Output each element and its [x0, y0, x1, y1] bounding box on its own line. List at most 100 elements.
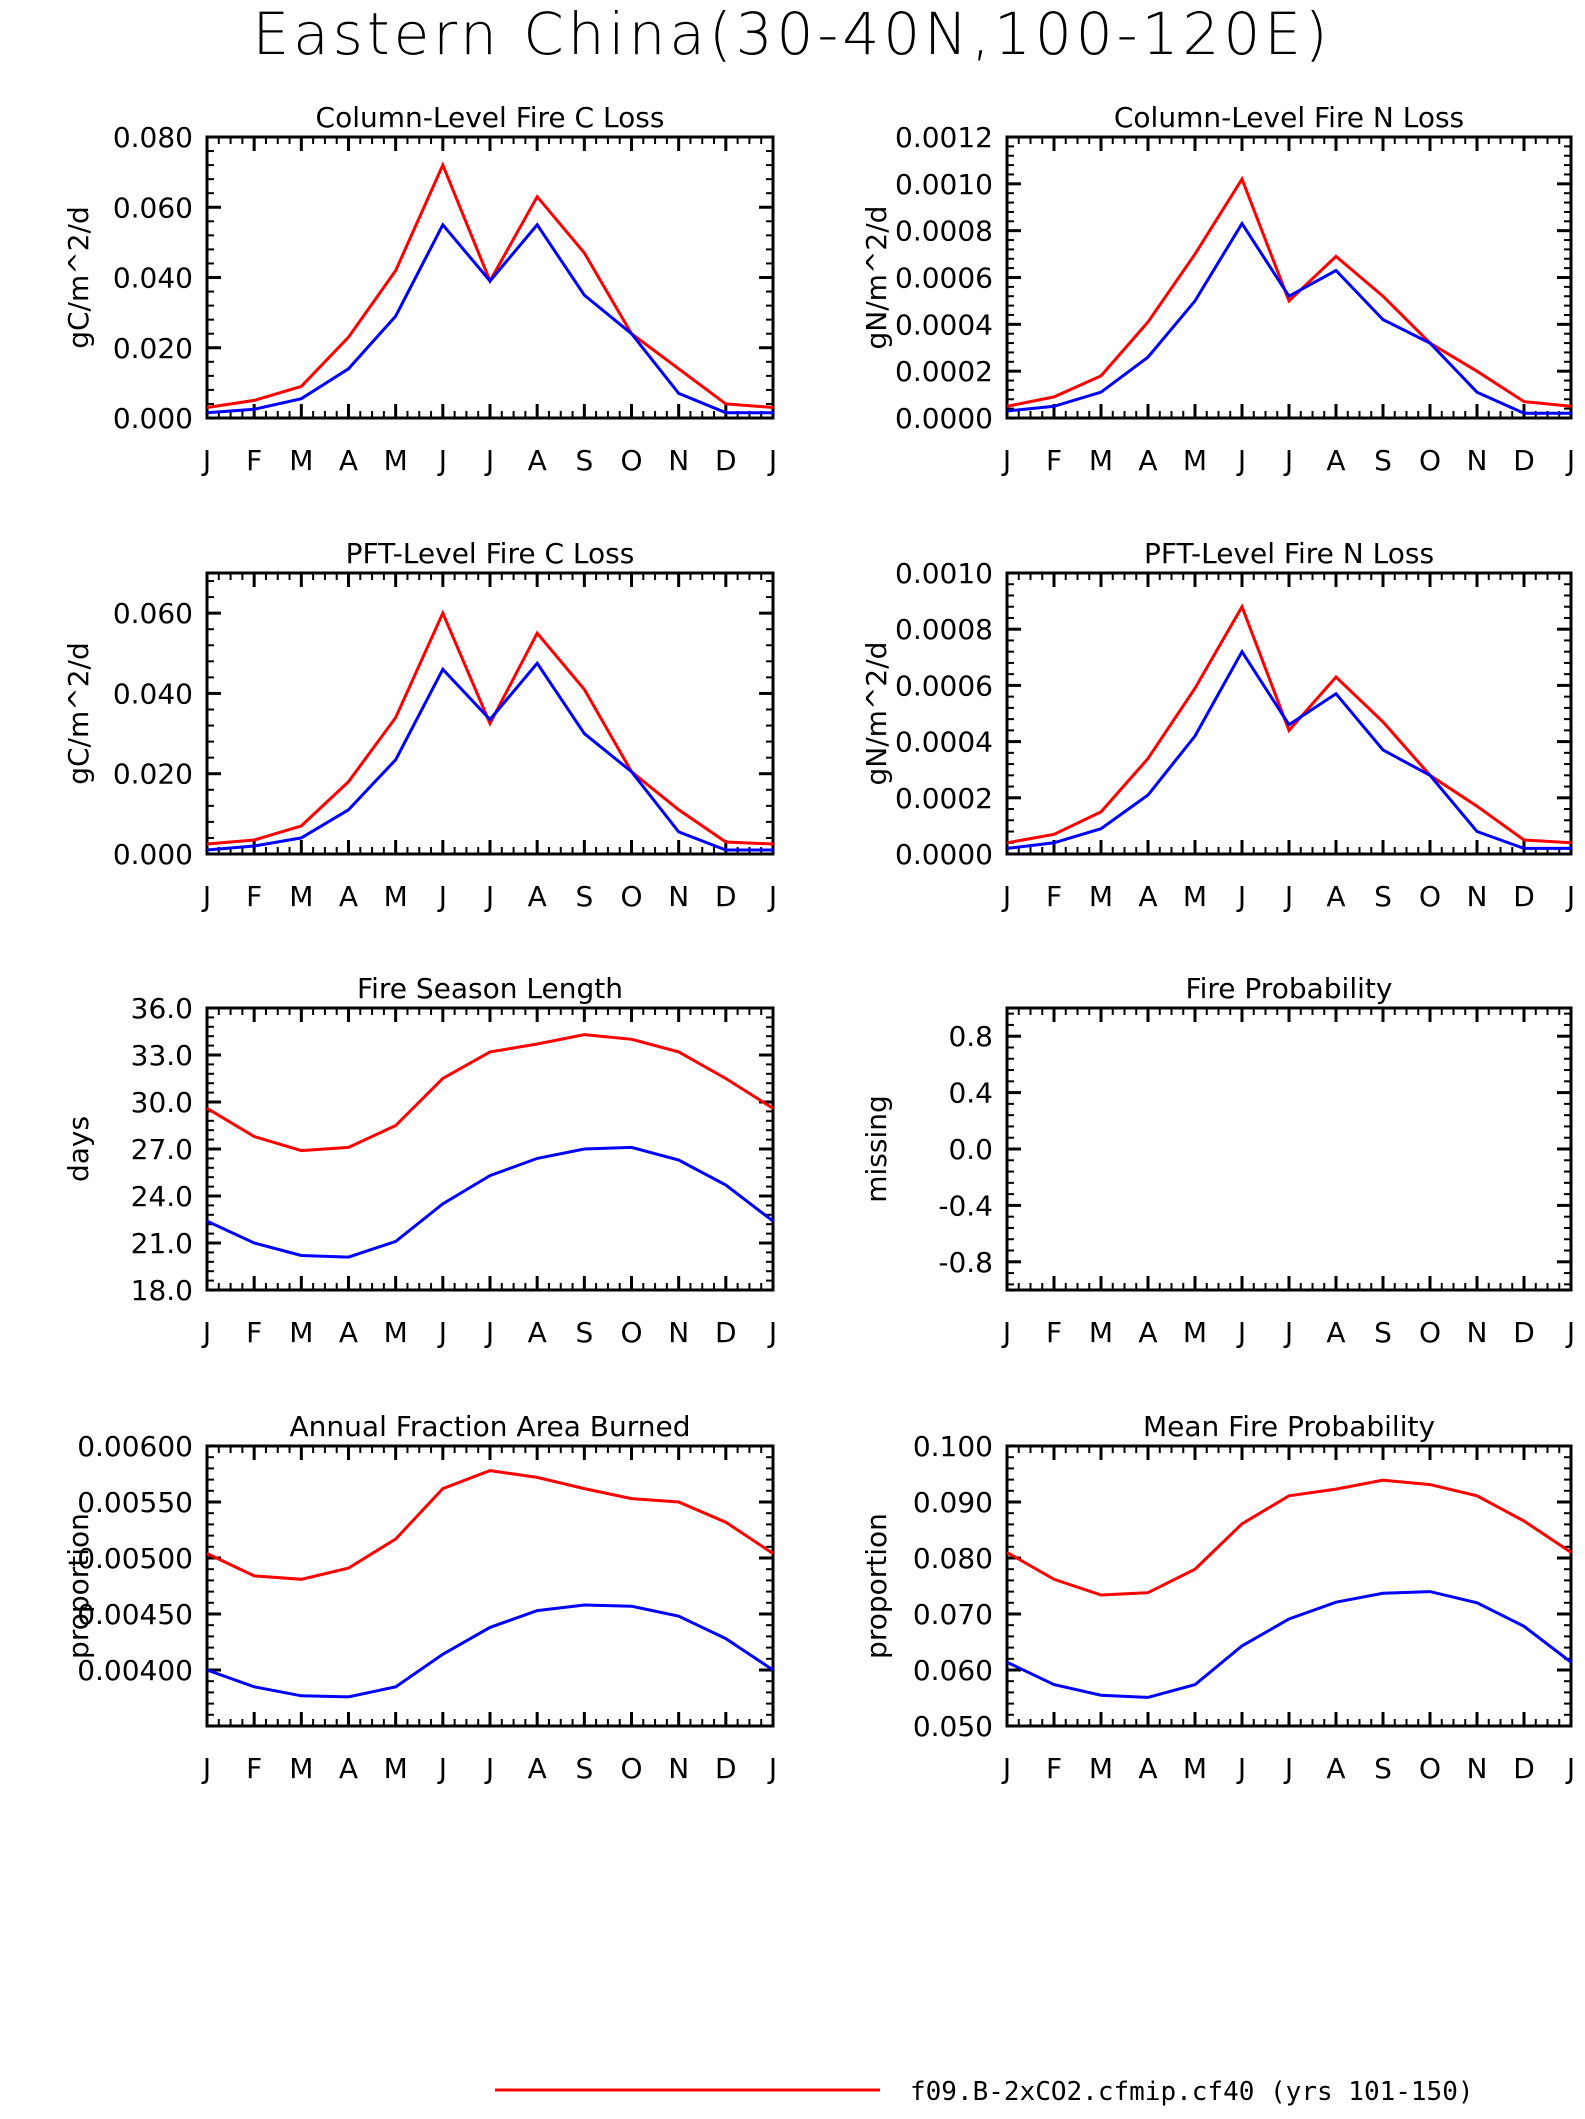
x-tick-label: J [1283, 444, 1293, 477]
y-tick-label: 27.0 [131, 1133, 193, 1166]
panel-title: Column-Level Fire N Loss [1114, 101, 1464, 134]
x-tick-label: D [715, 444, 737, 477]
y-tick-label: 0.040 [113, 262, 193, 295]
plot-frame [1005, 1444, 1573, 1728]
y-axis-label: proportion [860, 1513, 893, 1659]
y-tick-label: 0.020 [113, 758, 193, 791]
y-tick-label: 0.0000 [895, 838, 993, 871]
x-tick-label: J [767, 1316, 777, 1349]
y-tick-label: 0.0012 [895, 121, 993, 154]
y-tick-label: 0.0008 [895, 215, 993, 248]
series-line-red [206, 609, 774, 846]
x-tick-label: M [1089, 880, 1113, 913]
y-tick-label: 0.0002 [895, 355, 993, 388]
y-tick-label: 0.0000 [895, 402, 993, 435]
x-tick-label: O [1419, 444, 1441, 477]
y-tick-label: 0.0004 [895, 308, 993, 341]
y-tick-label: 0.0 [948, 1133, 993, 1166]
y-tick-label: 0.080 [913, 1542, 993, 1575]
x-tick-label: J [1283, 880, 1293, 913]
x-tick-label: N [668, 444, 689, 477]
x-tick-label: J [1001, 880, 1011, 913]
x-tick-label: J [201, 1316, 211, 1349]
y-tick-label: 0.00600 [77, 1430, 193, 1463]
x-tick-label: J [201, 444, 211, 477]
panel-title: PFT-Level Fire N Loss [1144, 537, 1434, 570]
y-tick-label: 0.060 [113, 191, 193, 224]
x-tick-label: J [1001, 1316, 1011, 1349]
x-tick-label: J [437, 444, 447, 477]
series-line-blue [206, 222, 773, 415]
x-tick-label: F [246, 880, 262, 913]
series-line-blue [206, 660, 773, 852]
y-tick-label: 0.0002 [895, 782, 993, 815]
y-axis-label: proportion [62, 1513, 95, 1659]
x-tick-label: F [246, 1316, 262, 1349]
plot-frame [205, 1444, 775, 1728]
y-axis-label: missing [860, 1095, 893, 1203]
y-tick-label: 0.0010 [895, 168, 993, 201]
x-tick-label: M [384, 1752, 408, 1785]
x-tick-label: N [1467, 880, 1488, 913]
x-tick-label: S [1374, 1316, 1392, 1349]
x-tick-label: A [1326, 444, 1345, 477]
x-tick-label: O [620, 880, 642, 913]
x-tick-label: A [1138, 1316, 1157, 1349]
legend: f09.B-2xCO2.cfmip.cf40 (yrs 101-150) [495, 2077, 1474, 2107]
y-tick-label: 0.080 [113, 121, 193, 154]
y-tick-label: 0.00500 [77, 1542, 193, 1575]
x-tick-label: M [1183, 1316, 1207, 1349]
x-tick-label: J [1001, 444, 1011, 477]
x-tick-label: M [289, 444, 313, 477]
x-tick-label: S [575, 1752, 593, 1785]
x-tick-label: J [437, 880, 447, 913]
x-tick-label: A [1326, 880, 1345, 913]
y-tick-label: 0.0004 [895, 726, 993, 759]
y-tick-label: 0.00550 [77, 1486, 193, 1519]
y-axis-label: gN/m^2/d [860, 206, 893, 350]
x-tick-label: J [201, 1752, 211, 1785]
chart-panels: J F M A M J J A S O N D J0.0000.0200.0400.0600.080Co… [62, 101, 1575, 1785]
x-tick-label: M [384, 444, 408, 477]
x-tick-label: M [289, 1752, 313, 1785]
x-tick-label: J [1236, 1316, 1246, 1349]
x-tick-label: S [575, 444, 593, 477]
series-line-red [1006, 175, 1572, 408]
legend-label: f09.B-2xCO2.cfmip.cf40 (yrs 101-150) [910, 2077, 1474, 2107]
x-tick-label: N [1467, 1752, 1488, 1785]
x-tick-label: M [289, 880, 313, 913]
y-tick-label: 24.0 [131, 1180, 193, 1213]
x-tick-label: D [1513, 444, 1535, 477]
x-tick-label: M [1089, 444, 1113, 477]
chart-panel: J F M A M J J A S O N D J0.00000.00020.00040.00060.0… [860, 101, 1575, 477]
panel-title: Mean Fire Probability [1143, 1410, 1435, 1443]
y-tick-label: 0.060 [113, 597, 193, 630]
x-tick-label: J [1565, 1752, 1575, 1785]
y-tick-label: 0.00400 [77, 1654, 193, 1687]
y-tick-label: 0.100 [913, 1430, 993, 1463]
y-tick-label: 0.000 [113, 402, 193, 435]
y-tick-label: 0.060 [913, 1654, 993, 1687]
x-tick-label: A [339, 444, 358, 477]
chart-panel: J F M A M J J A S O N D J0.00000.00020.00040.00060.0… [860, 537, 1575, 913]
y-tick-label: 36.0 [131, 992, 193, 1025]
x-tick-label: D [715, 1316, 737, 1349]
x-tick-label: A [528, 1316, 547, 1349]
x-tick-label: J [1565, 1316, 1575, 1349]
x-tick-label: D [1513, 1752, 1535, 1785]
x-tick-label: N [668, 880, 689, 913]
chart-panel: J F M A M J J A S O N D J18.021.024.027.030.033.036.… [62, 972, 777, 1349]
y-tick-label: -0.4 [938, 1189, 993, 1222]
panel-title: Annual Fraction Area Burned [290, 1410, 691, 1443]
x-tick-label: J [767, 880, 777, 913]
x-tick-label: O [620, 444, 642, 477]
x-tick-label: A [528, 880, 547, 913]
x-tick-label: J [1236, 444, 1246, 477]
x-tick-label: J [437, 1316, 447, 1349]
y-axis-label: gC/m^2/d [62, 642, 95, 785]
y-tick-label: 30.0 [131, 1086, 193, 1119]
x-tick-label: J [1236, 880, 1246, 913]
y-tick-label: 0.8 [948, 1020, 993, 1053]
y-tick-label: -0.8 [938, 1246, 993, 1279]
